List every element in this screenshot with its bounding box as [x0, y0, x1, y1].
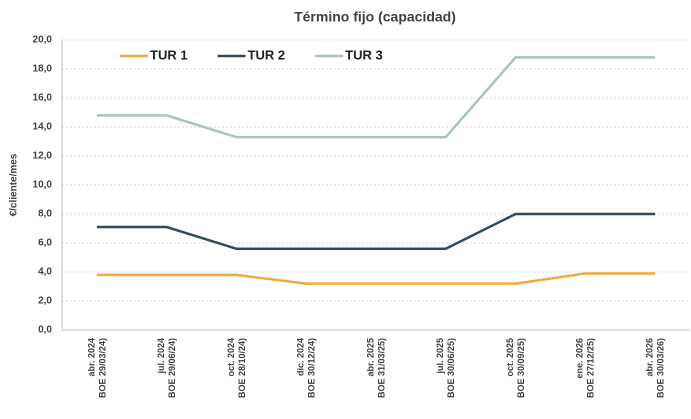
- y-axis-label: €/cliente/mes: [9, 153, 20, 216]
- x-tick-label: oct. 2025: [505, 338, 515, 377]
- x-tick-label: jul. 2025: [435, 338, 445, 375]
- y-tick-label: 16,0: [33, 93, 53, 104]
- y-tick-label: 2,0: [38, 296, 52, 307]
- x-tick-label: BOE 30/03/26): [655, 338, 665, 398]
- x-tick-label: BOE 29/03/24): [97, 338, 107, 398]
- legend-label: TUR 3: [345, 47, 383, 62]
- y-tick-label: 12,0: [33, 151, 53, 162]
- y-tick-label: 0,0: [38, 325, 52, 336]
- x-tick-label: BOE 30/06/25): [446, 338, 456, 398]
- y-tick-label: 18,0: [33, 64, 53, 75]
- x-tick-label: abr. 2026: [644, 338, 654, 377]
- chart-title: Término fijo (capacidad): [294, 9, 456, 25]
- x-tick-label: BOE 30/12/24): [307, 338, 317, 398]
- x-tick-label: BOE 31/03/25): [376, 338, 386, 398]
- line-series: [96, 212, 656, 251]
- x-tick-label: BOE 28/10/24): [237, 338, 247, 398]
- y-tick-label: 10,0: [33, 180, 53, 191]
- x-tick-label: BOE 27/12/25): [586, 338, 596, 398]
- y-tick-label: 4,0: [38, 267, 52, 278]
- x-tick-label: jul. 2024: [156, 338, 166, 375]
- y-tick-label: 20,0: [33, 35, 53, 46]
- x-tick-label: ene. 2026: [575, 338, 585, 379]
- line-series: [96, 56, 656, 139]
- x-tick-label: BOE 29/06/24): [167, 338, 177, 398]
- line-series: [96, 272, 656, 285]
- x-tick-label: oct. 2024: [226, 338, 236, 377]
- x-tick-label: BOE 30/09/25): [516, 338, 526, 398]
- legend-label: TUR 1: [150, 47, 188, 62]
- x-tick-label: dic. 2024: [296, 338, 306, 376]
- legend-label: TUR 2: [248, 47, 286, 62]
- x-tick-label: abr. 2024: [86, 338, 96, 377]
- x-tick-label: abr. 2025: [365, 338, 375, 377]
- y-tick-label: 14,0: [33, 122, 53, 133]
- y-tick-label: 6,0: [38, 238, 52, 249]
- y-tick-label: 8,0: [38, 209, 52, 220]
